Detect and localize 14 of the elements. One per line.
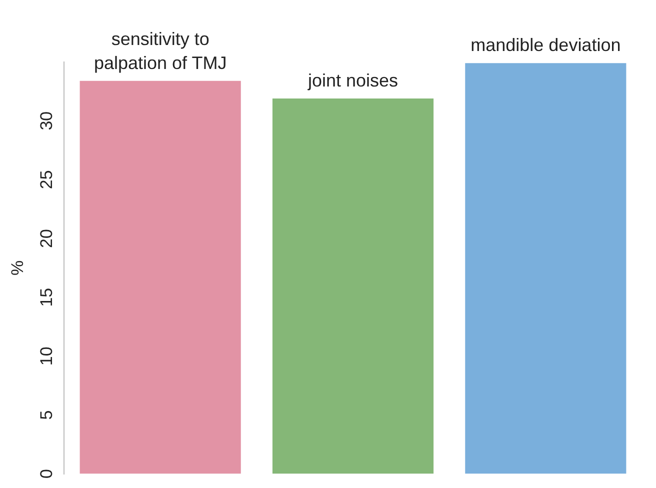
x-tick-label: mandible deviation xyxy=(470,35,621,56)
x-tick-label: sensitivity to palpation of TMJ xyxy=(94,28,227,73)
y-tick-label: 0 xyxy=(37,469,56,479)
y-tick-label: 15 xyxy=(37,288,56,307)
y-tick-label: 10 xyxy=(37,346,56,366)
x-tick-label: joint noises xyxy=(306,70,398,90)
y-tick-label: 25 xyxy=(37,170,56,190)
y-tick-label: 5 xyxy=(37,410,56,420)
bar xyxy=(80,80,241,474)
y-axis-title: % xyxy=(8,260,27,276)
bar xyxy=(465,63,626,474)
y-tick-label: 20 xyxy=(37,229,56,248)
y-tick-label: 30 xyxy=(37,111,56,130)
bar xyxy=(272,98,434,474)
